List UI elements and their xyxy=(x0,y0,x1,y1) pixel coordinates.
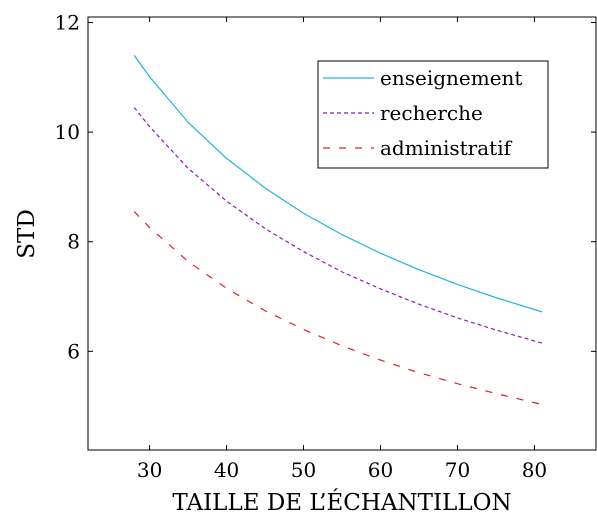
x-tick-label: 60 xyxy=(368,458,393,482)
y-tick-label: 6 xyxy=(67,339,80,363)
series-line-enseignement xyxy=(133,55,543,313)
series-line-administratif xyxy=(133,211,543,406)
series-layer xyxy=(133,55,543,406)
y-tick-label: 10 xyxy=(55,120,80,144)
y-axis-label: STD xyxy=(14,209,40,259)
x-tick-label: 80 xyxy=(522,458,547,482)
x-tick-label: 70 xyxy=(445,458,470,482)
y-tick-label: 12 xyxy=(55,10,80,34)
series-line-recherche xyxy=(133,107,543,344)
y-tick-label: 8 xyxy=(67,230,80,254)
legend-label-administratif: administratif xyxy=(380,136,513,160)
legend-label-recherche: recherche xyxy=(380,101,483,125)
x-tick-label: 30 xyxy=(137,458,162,482)
legend-label-enseignement: enseignement xyxy=(380,66,522,90)
x-tick-label: 50 xyxy=(291,458,316,482)
legend: enseignement recherche administratif xyxy=(317,60,549,169)
x-axis-label: TAILLE DE L’ÉCHANTILLON xyxy=(172,489,511,516)
plot-frame xyxy=(87,16,597,451)
x-tick-label: 40 xyxy=(214,458,239,482)
ticks-layer: 30 40 50 60 70 80 6 8 10 12 xyxy=(55,10,596,482)
legend-box xyxy=(317,60,549,169)
